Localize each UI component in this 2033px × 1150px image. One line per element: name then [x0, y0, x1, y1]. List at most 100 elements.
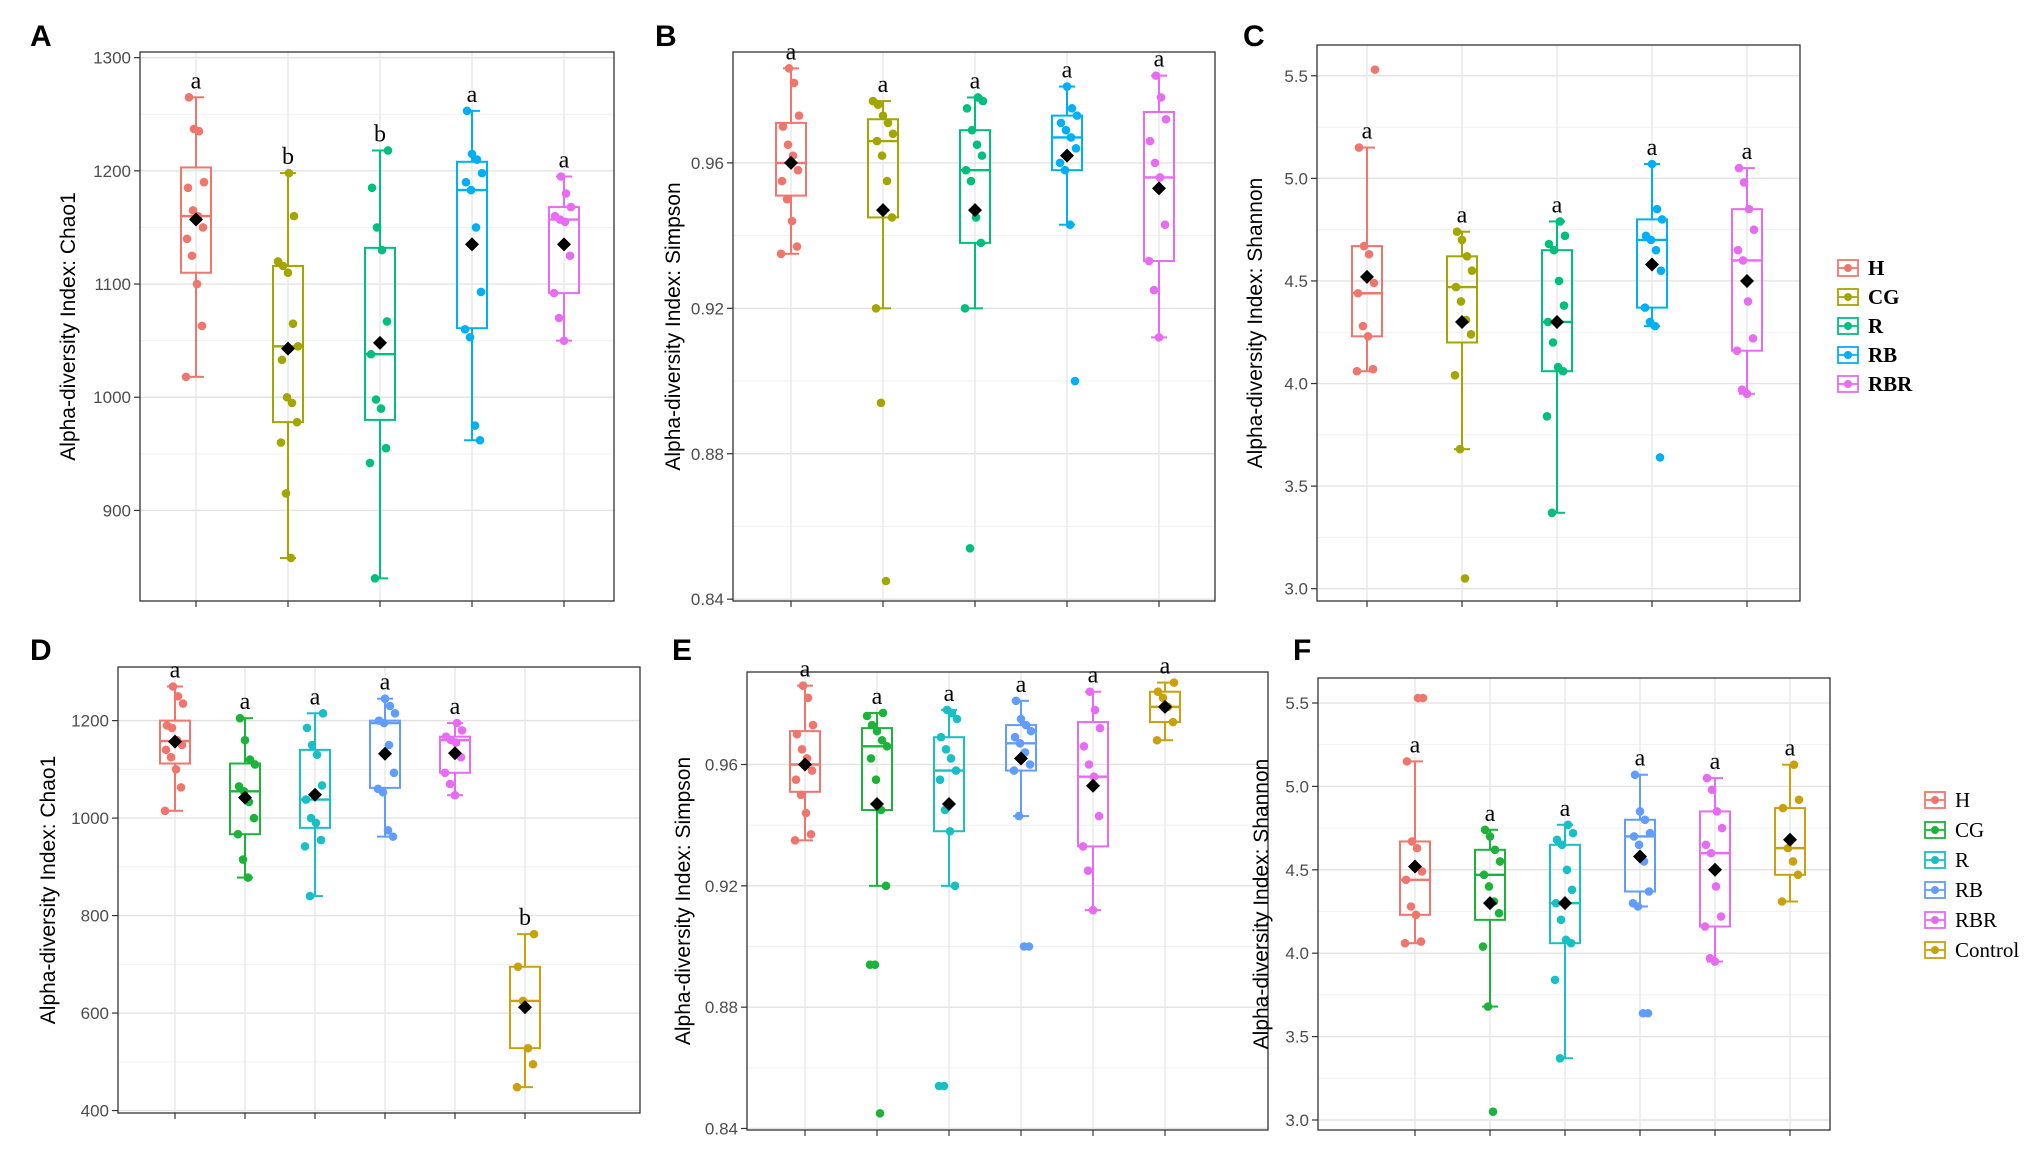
data-point: [1485, 832, 1495, 841]
mean-marker: [1086, 778, 1100, 793]
data-point: [868, 96, 878, 106]
y-tick-label: 3.0: [1284, 580, 1308, 599]
data-point: [790, 836, 800, 845]
significance-letter: a: [1742, 139, 1753, 165]
y-axis-title: Alpha-diversity Index: Shannon: [1250, 759, 1273, 1050]
significance-letter: a: [1635, 746, 1646, 772]
data-point: [1158, 693, 1168, 703]
data-point: [1705, 953, 1715, 963]
data-point: [371, 395, 381, 404]
data-point: [1168, 717, 1178, 727]
data-point: [1417, 867, 1427, 876]
data-point: [976, 238, 986, 248]
iqr-box: [229, 762, 261, 836]
iqr-box: [180, 166, 212, 274]
data-point: [529, 929, 539, 939]
iqr-box: [456, 160, 488, 330]
data-point: [287, 398, 297, 408]
iqr-box: [1774, 807, 1806, 876]
mean-marker: [1014, 751, 1028, 766]
mean-marker: [1633, 849, 1647, 864]
legend-key-r: R: [1924, 848, 1969, 872]
data-point: [1739, 178, 1749, 187]
data-point: [316, 835, 326, 845]
data-point: [472, 155, 482, 164]
data-point: [1160, 220, 1170, 229]
data-point: [1494, 908, 1504, 918]
box-rbr: a: [439, 694, 471, 1119]
significance-letter: a: [1016, 672, 1027, 698]
data-point: [182, 234, 192, 244]
plot-frame: [1316, 44, 1801, 602]
data-point: [1700, 922, 1710, 931]
data-point: [1354, 143, 1364, 152]
data-point: [801, 808, 811, 818]
mean-marker: [1158, 699, 1172, 714]
data-point: [162, 721, 172, 730]
legend-label: RB: [1868, 343, 1897, 367]
data-point: [445, 779, 455, 789]
data-point: [808, 720, 818, 730]
data-point: [235, 713, 245, 723]
y-axis-title: Alpha-diversity Index: Shannon: [1244, 178, 1267, 469]
data-point: [240, 735, 250, 745]
data-point: [1634, 840, 1644, 850]
data-point: [233, 829, 243, 839]
panel-label: A: [30, 20, 52, 53]
data-point: [1066, 133, 1076, 142]
data-point: [782, 194, 792, 204]
significance-letter: a: [1160, 654, 1171, 680]
data-point: [1016, 714, 1026, 724]
data-point: [881, 576, 891, 586]
data-point: [945, 826, 955, 836]
data-point: [1155, 173, 1165, 182]
data-point: [952, 714, 962, 724]
data-point: [466, 185, 476, 195]
data-point: [317, 781, 327, 790]
mean-marker: [281, 341, 295, 356]
y-tick-label: 1200: [93, 162, 131, 181]
legend-label: RBR: [1955, 908, 1997, 932]
data-point: [877, 151, 887, 160]
data-point: [1707, 785, 1717, 795]
box-r: a: [959, 68, 991, 607]
data-point: [1652, 204, 1662, 214]
box-h: a: [159, 657, 191, 1119]
panel-e: 0.84 0.88 0.92 0.96 Alpha-diversity Index: S…: [672, 634, 1269, 1138]
data-point: [1072, 111, 1082, 120]
data-point: [1352, 366, 1362, 376]
mean-marker: [557, 237, 571, 252]
panel-label: B: [655, 20, 677, 53]
data-point: [1743, 297, 1753, 306]
data-point: [1645, 317, 1655, 327]
data-point: [376, 404, 386, 413]
data-point: [1467, 266, 1477, 275]
data-point: [1401, 875, 1411, 885]
data-point: [1544, 239, 1554, 249]
significance-letter: a: [467, 82, 478, 108]
data-point: [1364, 249, 1374, 259]
data-point: [966, 176, 976, 186]
mean-marker: [189, 212, 203, 227]
legend-key-cg: CG: [1924, 818, 1984, 842]
box-r: a: [933, 681, 965, 1136]
data-point: [883, 118, 893, 128]
y-tick-label: 4.5: [1284, 272, 1308, 291]
y-tick-label: 0.96: [705, 756, 738, 775]
box-cg: a: [861, 684, 893, 1136]
data-point: [1025, 760, 1035, 769]
legend-bottom: H CG R RB RBR Control: [1924, 788, 2019, 962]
y-tick-label: 3.0: [1285, 1111, 1309, 1130]
data-point: [1083, 866, 1093, 875]
data-point: [961, 165, 971, 175]
data-point: [171, 765, 181, 774]
data-point: [556, 172, 566, 181]
box-rb: a: [456, 82, 488, 607]
mean-marker: [308, 787, 322, 802]
data-point: [1788, 857, 1798, 866]
legend-label: R: [1955, 848, 1969, 872]
data-point: [865, 960, 875, 969]
data-point: [1542, 412, 1552, 421]
box-rb: a: [1624, 746, 1656, 1136]
data-point: [862, 711, 872, 721]
